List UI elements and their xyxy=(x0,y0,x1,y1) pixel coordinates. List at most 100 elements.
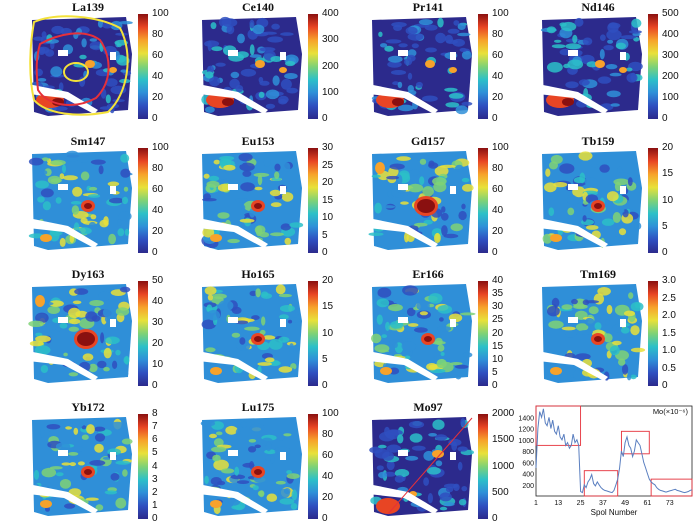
heat-blotch xyxy=(288,343,295,354)
heat-blotch xyxy=(218,300,234,312)
heat-blotch xyxy=(462,184,474,192)
heat-blotch xyxy=(278,366,293,373)
x-tick-label: 49 xyxy=(621,500,629,507)
heat-blotch xyxy=(387,429,403,436)
color-bar-tick: 0 xyxy=(322,513,328,524)
heat-blotch xyxy=(284,73,298,80)
heat-blotch xyxy=(35,463,50,469)
heat-blotch xyxy=(439,317,444,322)
color-bar-tick: 40 xyxy=(492,205,504,216)
heat-blotch xyxy=(122,469,128,477)
heat-blotch xyxy=(50,159,66,166)
heat-map xyxy=(368,284,476,383)
element-panel: Yb172 8 7 6 5 4 3 2 1 0 xyxy=(0,400,170,527)
heat-blotch xyxy=(606,191,619,202)
hot-spot xyxy=(619,67,627,73)
color-bar-tick: 100 xyxy=(492,8,509,19)
heat-blotch xyxy=(62,175,78,181)
heat-blotch xyxy=(221,18,238,28)
heat-blotch xyxy=(455,164,464,172)
heat-blotch xyxy=(235,85,244,93)
void-band xyxy=(198,351,268,381)
color-bar-tick: 6 xyxy=(152,434,158,446)
heat-blotch xyxy=(615,42,627,50)
heat-blotch xyxy=(120,69,128,73)
heat-blotch xyxy=(405,455,419,461)
heat-blotch xyxy=(554,39,562,43)
heat-blotch xyxy=(432,177,447,186)
heat-blotch xyxy=(254,444,261,449)
heat-blotch xyxy=(208,175,220,182)
color-bar-tick: 100 xyxy=(662,92,679,103)
heat-blotch xyxy=(380,43,388,48)
void-band xyxy=(368,84,438,114)
heat-blotch xyxy=(206,304,213,313)
color-bar xyxy=(478,148,488,253)
heat-blotch xyxy=(34,68,43,77)
color-bar-tick: 5 xyxy=(322,353,328,365)
hot-spot xyxy=(254,336,262,342)
heat-blotch xyxy=(88,363,98,373)
heat-blotch xyxy=(213,438,224,447)
heat-blotch xyxy=(585,300,599,304)
heat-blotch xyxy=(217,183,231,192)
heat-blotch xyxy=(34,345,51,355)
void-area xyxy=(110,186,116,194)
heat-blotch xyxy=(461,50,472,60)
heat-blotch xyxy=(209,76,221,87)
color-bar-tick: 5 xyxy=(662,220,668,232)
heat-blotch xyxy=(548,207,555,216)
void-area xyxy=(620,186,626,194)
heat-blotch xyxy=(35,312,49,324)
void-area xyxy=(568,317,578,323)
heat-blotch xyxy=(290,503,298,510)
heat-blotch xyxy=(94,443,104,453)
heat-blotch xyxy=(103,367,110,372)
heat-blotch xyxy=(51,106,68,111)
color-bar xyxy=(138,148,148,253)
heat-blotch xyxy=(241,204,246,211)
heat-blotch xyxy=(414,327,428,333)
heat-blotch xyxy=(572,34,578,44)
heat-blotch xyxy=(573,369,582,380)
heat-blotch xyxy=(120,168,131,178)
color-bar-tick: 15 xyxy=(492,340,504,352)
heat-blotch xyxy=(454,364,469,369)
heat-blotch xyxy=(240,421,248,428)
void-area xyxy=(450,452,456,460)
heat-blotch xyxy=(448,93,464,99)
heat-blotch xyxy=(286,473,300,479)
heat-blotch xyxy=(397,104,414,112)
heat-blotch xyxy=(622,364,629,375)
color-bar-tick: 15 xyxy=(322,301,334,313)
color-bar xyxy=(478,281,488,386)
heat-blotch xyxy=(104,490,118,495)
heat-blotch xyxy=(585,225,599,230)
color-bar-tick: 15 xyxy=(322,194,334,206)
hot-spot xyxy=(77,332,95,346)
panel-title: Mo97 xyxy=(413,400,443,414)
heat-blotch xyxy=(457,446,468,452)
heat-blotch xyxy=(81,425,87,430)
heat-blotch xyxy=(211,446,227,453)
hot-spot xyxy=(550,234,562,242)
panel-title: Ho165 xyxy=(241,267,275,281)
heat-blotch xyxy=(269,189,281,197)
heat-blotch xyxy=(265,455,272,461)
heat-blotch xyxy=(402,285,419,296)
heat-blotch xyxy=(89,38,98,42)
color-bar-tick: 20 xyxy=(152,338,164,349)
heat-blotch xyxy=(401,341,417,352)
element-panel: Ho165 20 15 10 5 0 xyxy=(170,267,340,394)
color-bar xyxy=(138,414,148,519)
heat-blotch xyxy=(286,470,292,475)
heat-blotch xyxy=(441,212,449,221)
color-bar-tick: 1000 xyxy=(492,460,515,472)
heat-blotch xyxy=(389,163,405,170)
color-bar-tick: 80 xyxy=(152,163,164,174)
heat-blotch xyxy=(89,186,98,191)
heat-blotch xyxy=(273,369,281,375)
heat-blotch xyxy=(630,72,637,82)
heat-blotch xyxy=(415,81,423,89)
heat-blotch xyxy=(104,78,118,87)
